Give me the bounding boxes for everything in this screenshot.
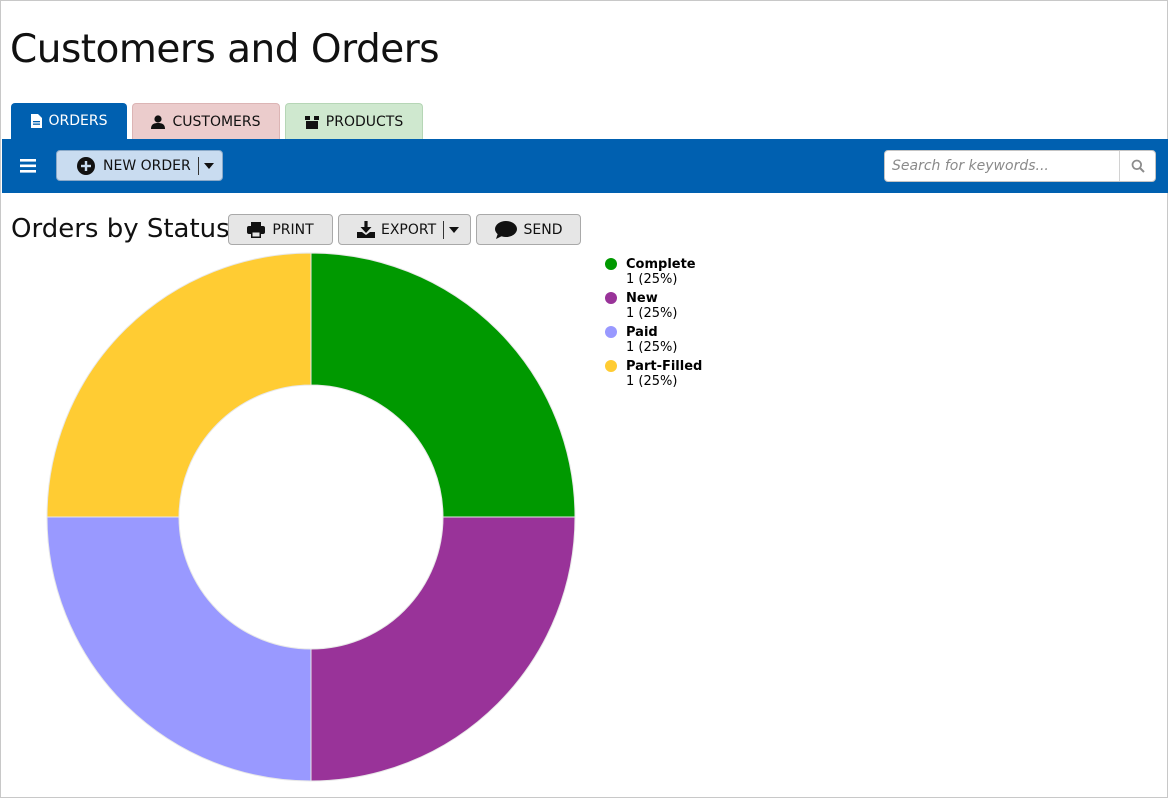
donut-chart xyxy=(46,252,576,782)
donut-slice-complete[interactable] xyxy=(310,252,576,518)
search-box xyxy=(884,150,1156,182)
legend-swatch xyxy=(605,326,617,338)
tab-products[interactable]: PRODUCTS xyxy=(285,103,423,139)
document-icon xyxy=(30,114,42,128)
donut-slice-new[interactable] xyxy=(310,516,576,782)
legend-item[interactable]: New 1 (25%) xyxy=(605,291,702,325)
new-order-button[interactable]: NEW ORDER xyxy=(56,150,223,181)
legend-value: 1 (25%) xyxy=(626,340,678,355)
legend-swatch xyxy=(605,292,617,304)
new-order-label: NEW ORDER xyxy=(103,157,191,174)
legend-item[interactable]: Paid 1 (25%) xyxy=(605,325,702,359)
split-divider xyxy=(197,156,199,175)
section-title: Orders by Status xyxy=(11,214,230,244)
legend-item[interactable]: Part-Filled 1 (25%) xyxy=(605,359,702,393)
user-icon xyxy=(151,114,166,129)
hamburger-icon xyxy=(20,159,36,173)
split-divider xyxy=(443,220,445,239)
legend-label: Paid xyxy=(626,325,658,340)
printer-icon xyxy=(247,221,266,238)
print-button[interactable]: PRINT xyxy=(228,214,333,245)
search-input[interactable] xyxy=(885,151,1119,181)
tab-customers[interactable]: CUSTOMERS xyxy=(132,103,280,139)
print-label: PRINT xyxy=(272,221,314,238)
speech-bubble-icon xyxy=(494,220,517,239)
menu-button[interactable] xyxy=(18,156,40,176)
caret-down-icon[interactable] xyxy=(203,162,214,169)
plus-circle-icon xyxy=(77,156,95,175)
app-title: Customers and Orders xyxy=(10,27,440,72)
legend-label: Part-Filled xyxy=(626,359,703,374)
legend-label: New xyxy=(626,291,658,306)
legend-swatch xyxy=(605,258,617,270)
box-icon xyxy=(304,115,319,129)
search-button[interactable] xyxy=(1119,151,1155,181)
tab-orders[interactable]: ORDERS xyxy=(11,103,127,139)
send-button[interactable]: SEND xyxy=(476,214,581,245)
tab-products-label: PRODUCTS xyxy=(325,113,404,130)
toolbar: NEW ORDER xyxy=(2,139,1168,193)
donut-slice-paid[interactable] xyxy=(46,516,312,782)
legend-label: Complete xyxy=(626,257,696,272)
tab-orders-label: ORDERS xyxy=(48,113,108,129)
legend-value: 1 (25%) xyxy=(626,374,678,389)
export-label: EXPORT xyxy=(381,221,437,238)
legend-value: 1 (25%) xyxy=(626,306,678,321)
chart-legend: Complete 1 (25%) New 1 (25%) Paid 1 (25%) Part… xyxy=(605,257,702,393)
legend-item[interactable]: Complete 1 (25%) xyxy=(605,257,702,291)
export-button[interactable]: EXPORT xyxy=(338,214,471,245)
search-icon xyxy=(1131,159,1145,173)
legend-swatch xyxy=(605,360,617,372)
caret-down-icon[interactable] xyxy=(449,226,460,233)
donut-slice-part-filled[interactable] xyxy=(46,252,312,518)
tab-customers-label: CUSTOMERS xyxy=(172,113,261,130)
send-label: SEND xyxy=(523,221,563,238)
download-icon xyxy=(357,221,375,238)
legend-value: 1 (25%) xyxy=(626,272,678,287)
